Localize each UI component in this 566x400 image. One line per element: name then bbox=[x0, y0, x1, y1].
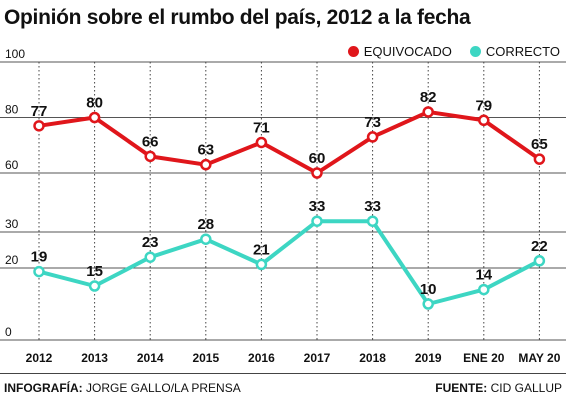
data-label-equivocado: 82 bbox=[420, 89, 437, 106]
chart-title: Opinión sobre el rumbo del país, 2012 a … bbox=[4, 6, 471, 29]
data-point-equivocado bbox=[533, 153, 546, 165]
data-point-equivocado bbox=[88, 111, 101, 124]
data-point-equivocado bbox=[200, 158, 212, 171]
x-tick-label: ENE 20 bbox=[463, 351, 505, 365]
data-label-correcto: 23 bbox=[142, 234, 159, 251]
footer-source: FUENTE: CID GALLUP bbox=[435, 381, 562, 395]
x-tick-label: 2012 bbox=[26, 351, 53, 365]
data-point-correcto bbox=[533, 255, 546, 267]
legend-label-equivocado: EQUIVOCADO bbox=[363, 44, 452, 59]
x-tick-label: 2013 bbox=[81, 351, 108, 365]
footer-source-value: CID GALLUP bbox=[490, 381, 562, 395]
x-tick-label: 2017 bbox=[304, 351, 331, 365]
data-label-correcto: 22 bbox=[531, 238, 548, 255]
y-tick-label: 0 bbox=[5, 325, 12, 339]
footer-source-label: FUENTE: bbox=[435, 381, 488, 395]
data-label-correcto: 33 bbox=[364, 198, 381, 215]
legend-label-correcto: CORRECTO bbox=[485, 44, 560, 59]
data-point-correcto bbox=[422, 298, 434, 310]
data-point-equivocado bbox=[255, 136, 268, 149]
data-point-equivocado bbox=[144, 150, 156, 163]
data-label-correcto: 28 bbox=[197, 216, 214, 233]
legend-item-equivocado: EQUIVOCADO bbox=[347, 44, 452, 59]
y-tick-label: 100 bbox=[5, 47, 25, 61]
data-label-equivocado: 77 bbox=[31, 103, 48, 120]
footer-credit: INFOGRAFÍA: JORGE GALLO/LA PRENSA bbox=[4, 381, 241, 395]
data-label-correcto: 14 bbox=[475, 267, 492, 284]
x-tick-label: MAY 20 bbox=[518, 351, 560, 365]
series-line-correcto bbox=[37, 219, 542, 306]
legend-item-correcto: CORRECTO bbox=[469, 44, 560, 59]
y-tick-label: 60 bbox=[5, 158, 19, 172]
data-point-equivocado bbox=[33, 120, 45, 132]
data-label-equivocado: 80 bbox=[86, 95, 103, 112]
data-label-equivocado: 65 bbox=[531, 136, 548, 153]
data-point-correcto bbox=[255, 258, 268, 271]
data-label-equivocado: 71 bbox=[253, 119, 270, 136]
data-label-equivocado: 79 bbox=[475, 97, 492, 114]
data-label-correcto: 33 bbox=[309, 198, 326, 215]
data-point-correcto bbox=[200, 233, 212, 245]
data-point-correcto bbox=[478, 283, 490, 296]
y-tick-label: 20 bbox=[5, 253, 19, 267]
data-label-correcto: 19 bbox=[31, 249, 48, 266]
y-tick-label: 30 bbox=[5, 217, 19, 231]
data-label-equivocado: 66 bbox=[142, 133, 159, 150]
data-point-equivocado bbox=[422, 106, 434, 118]
data-point-correcto bbox=[311, 215, 323, 227]
x-tick-label: 2016 bbox=[248, 351, 275, 365]
data-label-equivocado: 73 bbox=[364, 114, 381, 131]
data-point-equivocado bbox=[366, 131, 379, 143]
x-tick-label: 2015 bbox=[192, 351, 219, 365]
footer-credit-value: JORGE GALLO/LA PRENSA bbox=[86, 381, 241, 395]
data-label-correcto: 15 bbox=[86, 263, 103, 280]
line-chart: 100 80 60 30 20 0 2012 2013 2014 2015 2016 2017 2018… bbox=[0, 47, 566, 365]
data-point-equivocado bbox=[311, 167, 323, 179]
data-point-correcto bbox=[88, 280, 101, 292]
footer-credit-label: INFOGRAFÍA: bbox=[4, 381, 83, 395]
x-tick-label: 2019 bbox=[415, 351, 442, 365]
data-point-correcto bbox=[366, 215, 379, 227]
legend: EQUIVOCADO CORRECTO bbox=[347, 44, 560, 59]
data-label-correcto: 21 bbox=[253, 241, 270, 258]
footer-divider bbox=[0, 373, 566, 374]
data-point-correcto bbox=[144, 251, 156, 263]
legend-dot-correcto bbox=[469, 46, 481, 57]
data-label-equivocado: 60 bbox=[309, 150, 326, 167]
series-line-equivocado bbox=[37, 109, 542, 175]
x-tick-label: 2014 bbox=[137, 351, 164, 365]
data-point-equivocado bbox=[478, 114, 490, 127]
data-point-correcto bbox=[33, 265, 45, 278]
legend-dot-equivocado bbox=[347, 46, 359, 57]
data-label-equivocado: 63 bbox=[197, 142, 214, 159]
x-tick-label: 2018 bbox=[359, 351, 386, 365]
data-label-correcto: 10 bbox=[420, 281, 437, 298]
y-tick-label: 80 bbox=[5, 103, 19, 117]
